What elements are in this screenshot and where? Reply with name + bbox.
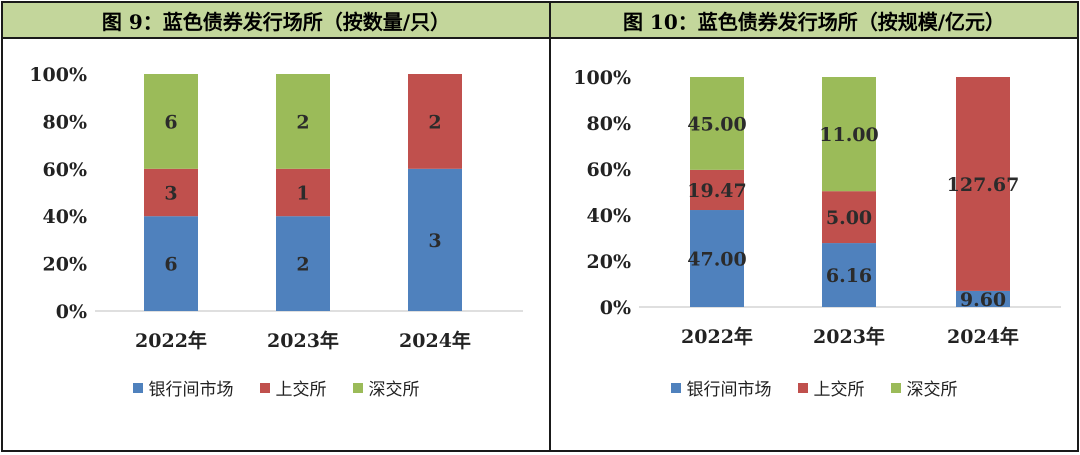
x-tick-label: 2023年: [813, 325, 885, 348]
data-label: 47.00: [687, 249, 747, 271]
data-label: 19.47: [687, 180, 747, 202]
x-tick-label: 2022年: [135, 329, 207, 352]
y-tick-label: 20%: [587, 251, 632, 273]
data-label: 11.00: [819, 124, 879, 146]
legend-label: 上交所: [813, 380, 865, 400]
bar-segment-sse: [408, 74, 462, 169]
bar-segment-szse: [690, 77, 744, 170]
legend-swatch-szse: [352, 382, 363, 393]
y-tick-label: 100%: [29, 64, 87, 86]
legend-item-szse: 深交所: [890, 375, 958, 400]
y-tick-label: 60%: [43, 159, 88, 181]
y-tick-label: 80%: [587, 113, 632, 135]
legend-label: 上交所: [275, 380, 327, 400]
y-tick-label: 100%: [573, 67, 631, 89]
bar-segment-sse: [276, 168, 330, 217]
data-label: 9.60: [960, 289, 1006, 311]
data-label: 1: [296, 183, 309, 205]
y-tick-label: 60%: [587, 159, 632, 181]
legend-swatch-bank: [670, 382, 681, 393]
stacked-bar-chart-size: 0% 20% 40% 60% 80% 100% 47.00 19.47 45.00 2022年 6.…: [573, 67, 1061, 348]
y-tick-label: 40%: [43, 206, 88, 228]
legend-item-bank: 银行间市场: [132, 375, 234, 400]
legend-label: 深交所: [906, 380, 958, 400]
bar-segment-szse: [276, 74, 330, 169]
data-label: 2: [296, 254, 309, 276]
legend-item-szse: 深交所: [352, 375, 420, 400]
x-tick-label: 2022年: [681, 325, 753, 348]
y-tick-label: 40%: [587, 205, 632, 227]
data-label: 127.67: [947, 174, 1020, 196]
bar-segment-sse: [144, 168, 198, 217]
legend-swatch-bank: [132, 382, 143, 393]
bar-segment-bank: [276, 216, 330, 311]
bar-segment-szse: [144, 74, 198, 169]
bar-segment-szse: [822, 77, 876, 192]
bar-segment-bank: [144, 216, 198, 311]
bar-segment-sse: [690, 169, 744, 211]
data-label: 6.16: [826, 265, 872, 287]
chart-title: 图 10：蓝色债券发行场所（按规模/亿元）: [551, 3, 1077, 39]
legend-swatch-szse: [890, 382, 901, 393]
chart-title: 图 9：蓝色债券发行场所（按数量/只）: [3, 3, 549, 39]
chart-panel-size: 图 10：蓝色债券发行场所（按规模/亿元） 0% 20% 40% 60% 80% 100%…: [549, 1, 1079, 452]
bar-segment-bank: [408, 168, 462, 311]
y-tick-label: 20%: [43, 254, 88, 276]
y-tick-label: 80%: [43, 111, 88, 133]
chart-panel-count: 图 9：蓝色债券发行场所（按数量/只） 0% 20% 40% 60% 80% 100% 6 3…: [1, 1, 551, 452]
data-label: 2: [296, 111, 309, 133]
legend-label: 深交所: [368, 380, 420, 400]
x-tick-label: 2024年: [399, 329, 471, 352]
bar-segment-bank: [822, 243, 876, 307]
chart-legend: 银行间市场 上交所 深交所: [3, 375, 549, 400]
bar-segment-sse: [822, 191, 876, 244]
bar-segment-bank: [690, 210, 744, 307]
y-tick-label: 0%: [56, 301, 87, 323]
y-tick-label: 0%: [600, 297, 631, 319]
data-label: 6: [164, 254, 177, 276]
legend-item-bank: 银行间市场: [670, 375, 772, 400]
legend-item-sse: 上交所: [259, 375, 327, 400]
data-label: 3: [428, 230, 441, 252]
legend-item-sse: 上交所: [797, 375, 865, 400]
chart-legend: 银行间市场 上交所 深交所: [551, 375, 1077, 400]
data-label: 3: [164, 183, 177, 205]
data-label: 5.00: [826, 207, 872, 229]
x-tick-label: 2024年: [947, 325, 1019, 348]
bar-segment-bank: [956, 290, 1010, 307]
legend-label: 银行间市场: [148, 380, 234, 400]
legend-swatch-sse: [259, 382, 270, 393]
data-label: 45.00: [687, 113, 747, 135]
data-label: 6: [164, 111, 177, 133]
legend-swatch-sse: [797, 382, 808, 393]
data-label: 2: [428, 111, 441, 133]
bar-segment-sse: [956, 77, 1010, 291]
legend-label: 银行间市场: [686, 380, 772, 400]
x-tick-label: 2023年: [267, 329, 339, 352]
stacked-bar-chart-count: 0% 20% 40% 60% 80% 100% 6 3 6 2022年 2 1 2 2023年 3 2 2024…: [29, 64, 523, 352]
